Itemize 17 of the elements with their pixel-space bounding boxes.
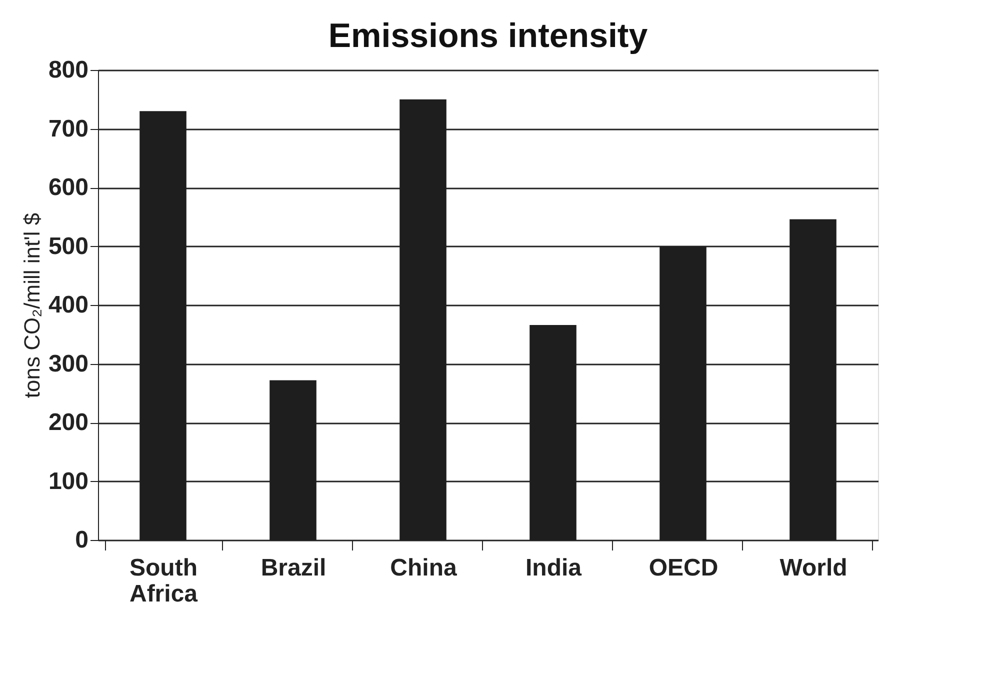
y-tick-label: 600: [48, 174, 88, 201]
y-axis-title: tons CO₂/mill int'l $: [19, 212, 44, 398]
x-tick-label: OECD: [648, 554, 718, 582]
y-tick-label: 0: [75, 526, 88, 554]
x-tick-label: Brazil: [260, 554, 326, 582]
chart-title: Emissions intensity: [328, 17, 648, 55]
x-tick-label: World: [780, 554, 848, 582]
y-tick-label: 100: [48, 468, 88, 495]
x-tick-label: India: [525, 554, 582, 582]
y-tick-label: 200: [48, 409, 88, 436]
y-tick-label: 400: [48, 292, 88, 318]
y-tick-label: 700: [48, 115, 88, 142]
x-tick-label: South Africa: [129, 554, 198, 608]
x-tick-label: China: [390, 554, 458, 582]
y-tick-label: 800: [48, 56, 88, 84]
y-tick-label: 500: [48, 232, 88, 260]
y-tick-label: 300: [48, 350, 88, 378]
